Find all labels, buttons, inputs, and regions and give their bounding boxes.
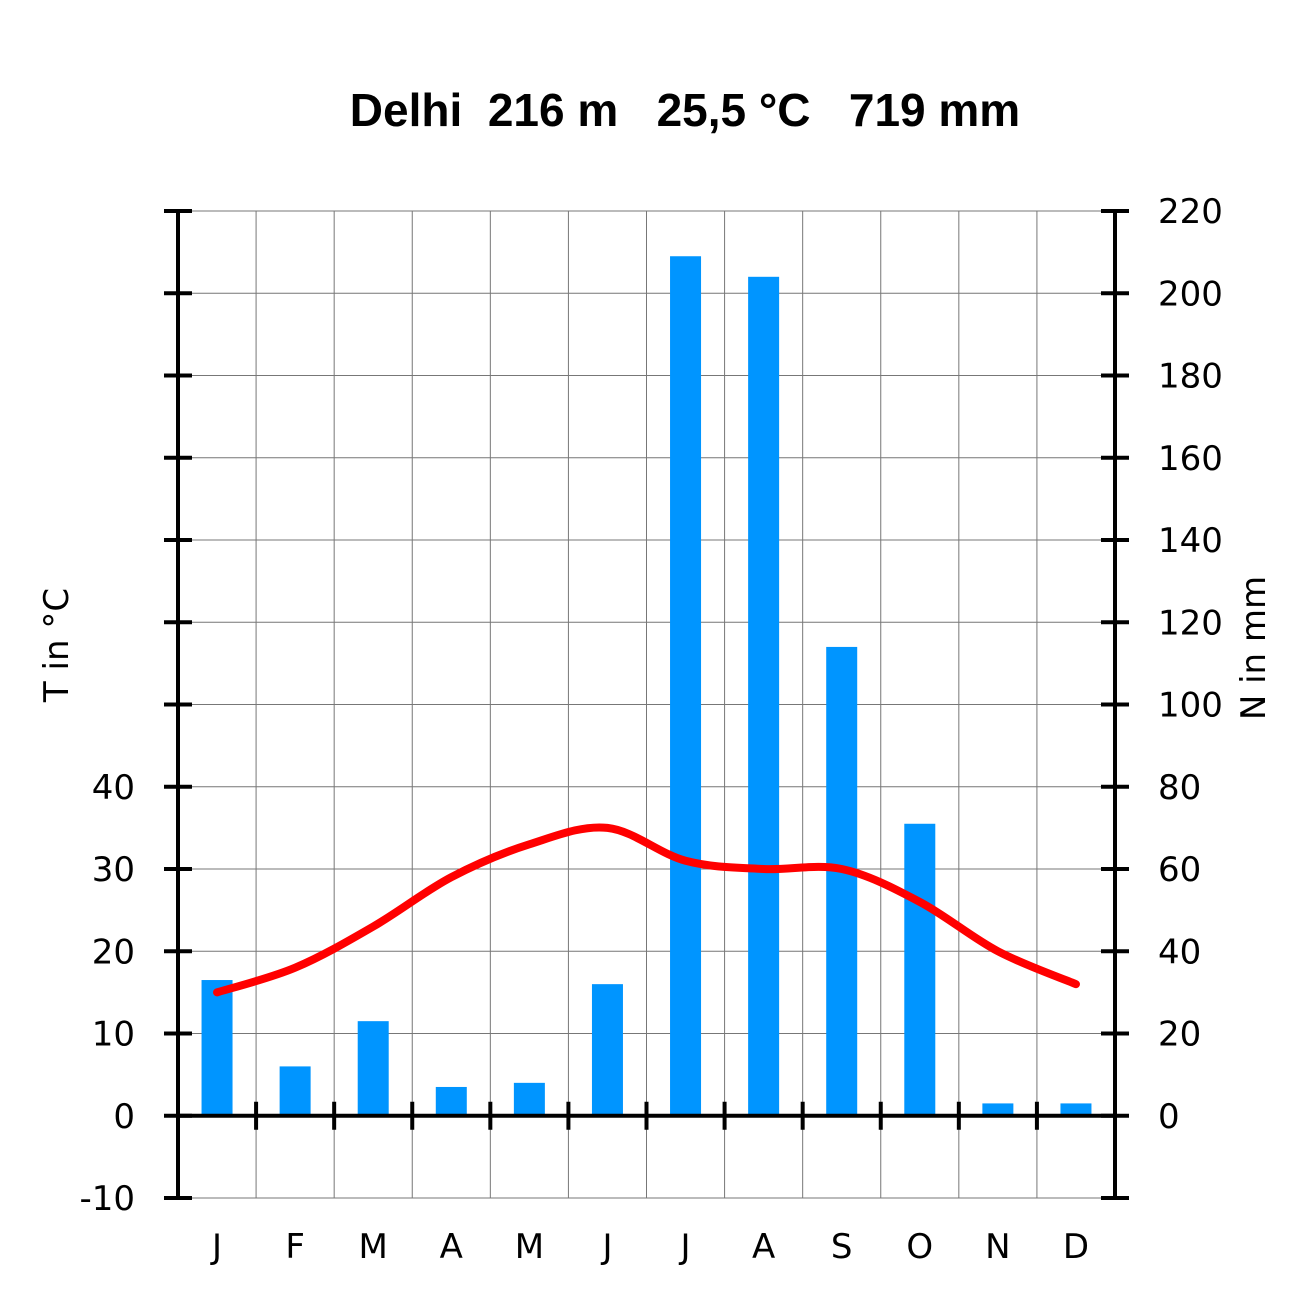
month-label: M (515, 1227, 544, 1267)
right-tick-label: 120 (1158, 603, 1223, 643)
precipitation-bar (670, 256, 702, 1116)
month-label: J (679, 1227, 691, 1267)
precipitation-bar (982, 1103, 1014, 1116)
month-label: F (285, 1227, 305, 1267)
month-label: D (1063, 1227, 1089, 1267)
month-label: J (600, 1227, 612, 1267)
grid-lines (178, 210, 1115, 1199)
temperature-line (213, 823, 1080, 997)
precipitation-bar (435, 1086, 467, 1116)
precipitation-bar (591, 984, 623, 1116)
y-right-axis-title: N in mm (1234, 576, 1274, 720)
right-tick-label: 180 (1158, 357, 1223, 397)
left-tick-label: 20 (92, 932, 135, 972)
left-tick-label: -10 (79, 1179, 135, 1219)
axes (164, 209, 1129, 1200)
left-tick-label: 10 (92, 1015, 135, 1055)
month-label: N (985, 1227, 1010, 1267)
right-tick-label: 60 (1158, 850, 1201, 890)
y-left-axis-title: T in °C (37, 588, 77, 703)
right-tick-label: 140 (1158, 521, 1223, 561)
month-label: S (831, 1227, 853, 1267)
precipitation-bar (513, 1082, 545, 1116)
month-label: A (752, 1227, 775, 1267)
right-tick-label: 160 (1158, 439, 1223, 479)
precipitation-bar (748, 276, 780, 1116)
precipitation-bar (826, 646, 858, 1116)
temperature-line-group (213, 823, 1080, 997)
right-tick-label: 100 (1158, 686, 1223, 726)
right-tick-label: 40 (1158, 932, 1201, 972)
month-label: J (210, 1227, 222, 1267)
month-label: O (906, 1227, 933, 1267)
left-tick-label: 40 (92, 768, 135, 808)
precipitation-bar (357, 1021, 389, 1116)
precipitation-bar (904, 823, 936, 1116)
right-tick-label: 20 (1158, 1015, 1201, 1055)
month-label: M (359, 1227, 388, 1267)
precipitation-bar (279, 1066, 311, 1116)
chart-title: Delhi 216 m 25,5 °C 719 mm (350, 84, 1020, 136)
precipitation-bar (201, 980, 233, 1116)
right-tick-label: 80 (1158, 768, 1201, 808)
left-tick-label: 0 (113, 1097, 135, 1137)
right-tick-label: 220 (1158, 192, 1223, 232)
right-tick-label: 200 (1158, 274, 1223, 314)
right-tick-labels: 0 20 40 60 80 100 120 140 160 180 200 220 (1158, 192, 1223, 1137)
left-tick-labels: -10 0 10 20 30 40 (79, 768, 135, 1219)
precipitation-bar (1060, 1103, 1092, 1116)
month-label: A (440, 1227, 463, 1267)
right-tick-label: 0 (1158, 1097, 1180, 1137)
precipitation-bars (201, 256, 1092, 1116)
left-tick-label: 30 (92, 850, 135, 890)
